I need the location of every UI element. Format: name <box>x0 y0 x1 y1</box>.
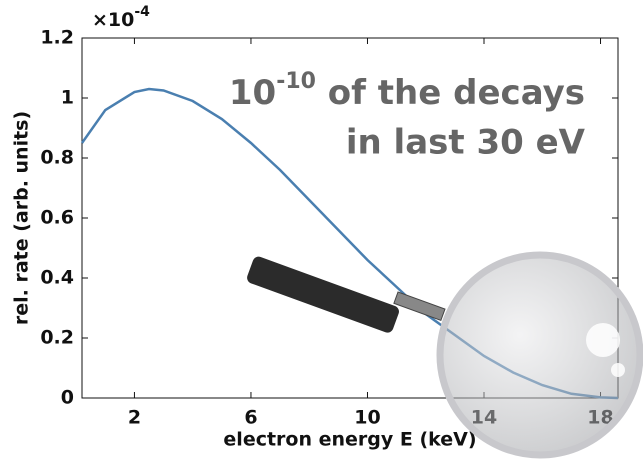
annotation-text: of the decays <box>316 73 585 113</box>
magnifier-neck <box>394 292 445 320</box>
y-tick-label: 1 <box>61 87 74 109</box>
y-tick-label: 0.8 <box>40 147 74 169</box>
annotation: 10-10 of the decays <box>229 69 585 113</box>
y-axis-label: rel. rate (arb. units) <box>11 111 33 325</box>
x-tick-label: 6 <box>244 407 257 429</box>
annotation-exponent: -10 <box>276 69 316 94</box>
x-axis-label: electron energy E (keV) <box>223 429 476 451</box>
y-tick-label: 0.4 <box>40 267 74 289</box>
y-multiplier: ×10-4 <box>92 4 150 31</box>
multiplier-exponent: -4 <box>134 4 150 20</box>
annotation-base: 10 <box>229 73 276 113</box>
x-tick-label: 2 <box>128 407 141 429</box>
y-tick-label: 0.6 <box>40 207 74 229</box>
chart: 2610141800.20.40.60.811.2 ×10-4 10-10 of… <box>0 0 643 459</box>
multiplier-base: ×10 <box>92 9 134 31</box>
annotation-line2: in last 30 eV <box>346 123 586 163</box>
lens-highlight <box>586 323 620 357</box>
magnifier <box>245 255 640 455</box>
x-tick-label: 10 <box>354 407 380 429</box>
magnifier-handle <box>245 255 400 334</box>
lens-highlight <box>611 363 625 377</box>
y-tick-label: 0 <box>61 387 74 409</box>
y-tick-label: 0.2 <box>40 327 74 349</box>
y-tick-label: 1.2 <box>40 27 74 49</box>
